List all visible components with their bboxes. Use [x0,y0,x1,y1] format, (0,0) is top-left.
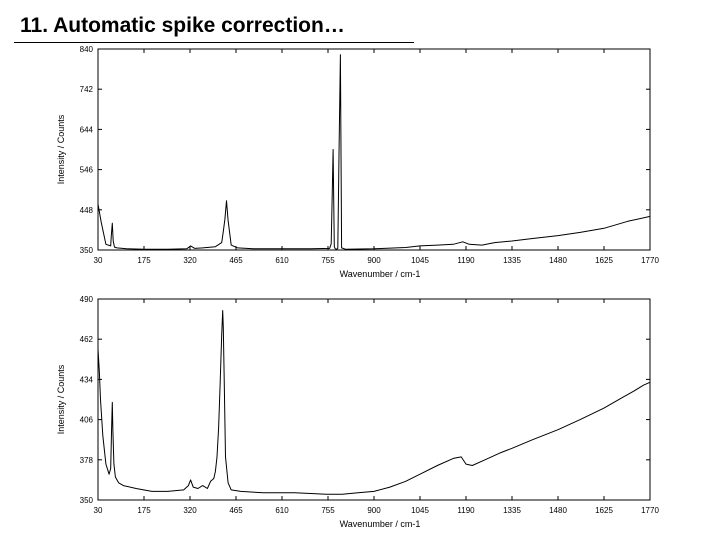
corrected-x-tick-label: 755 [321,506,335,515]
raw-y-tick-label: 448 [80,206,94,215]
raw-spectrum-chart: 30 175 320 465 610 755 900 1045 1190 1335 1480 1625… [56,45,659,279]
corrected-y-axis-label: Intensity / Counts [56,364,66,434]
raw-x-tick-label: 175 [137,256,151,265]
raw-x-tick-label: 320 [183,256,197,265]
raw-y-tick-label: 840 [80,45,94,54]
raw-plot-frame [97,48,651,251]
corrected-x-tick-label: 175 [137,506,151,515]
corrected-y-tick-label: 350 [80,496,94,505]
raw-spectrum-line [97,54,651,250]
corrected-x-axis-label: Wavenumber / cm-1 [340,519,421,529]
corrected-x-tick-label: 610 [275,506,289,515]
corrected-x-tick-label: 1335 [503,506,521,515]
raw-x-tick-label: 1625 [595,256,613,265]
raw-y-tick-label: 350 [80,246,94,255]
raw-x-tick-label: 755 [321,256,335,265]
raw-y-tick-label: 742 [80,85,94,94]
corrected-y-tick-label: 434 [80,375,94,384]
corrected-x-tick-label: 30 [94,506,103,515]
raw-y-tick-label: 546 [80,166,94,175]
corrected-y-tick-label: 406 [80,416,94,425]
corrected-x-tick-label: 1045 [411,506,429,515]
raw-x-tick-label: 1045 [411,256,429,265]
corrected-x-tick-label: 1625 [595,506,613,515]
raw-y-axis-label: Intensity / Counts [56,114,66,184]
corrected-y-tick-label: 462 [80,335,94,344]
raw-x-tick-label: 30 [94,256,103,265]
raw-x-tick-label: 900 [367,256,381,265]
slide-title: 11. Automatic spike correction… [20,14,345,37]
raw-x-axis-label: Wavenumber / cm-1 [340,269,421,279]
corrected-y-tick-label: 378 [80,456,94,465]
corrected-x-tick-label: 465 [229,506,243,515]
raw-x-tick-label: 1190 [457,256,475,265]
raw-x-tick-label: 1480 [549,256,567,265]
raw-x-tick-label: 1335 [503,256,521,265]
corrected-spectrum-chart: 30 175 320 465 610 755 900 1045 1190 1335 1480 1625… [56,295,659,529]
raw-x-tick-label: 1770 [641,256,659,265]
raw-y-tick-label: 644 [80,125,94,134]
title-underline [14,42,414,43]
corrected-x-tick-label: 1480 [549,506,567,515]
raw-x-tick-label: 465 [229,256,243,265]
raw-x-tick-label: 610 [275,256,289,265]
corrected-x-tick-label: 1770 [641,506,659,515]
corrected-plot-frame [97,298,651,501]
corrected-x-tick-label: 320 [183,506,197,515]
corrected-y-tick-label: 490 [80,295,94,304]
corrected-spectrum-line [97,310,651,495]
corrected-x-tick-label: 1190 [457,506,475,515]
corrected-x-tick-label: 900 [367,506,381,515]
